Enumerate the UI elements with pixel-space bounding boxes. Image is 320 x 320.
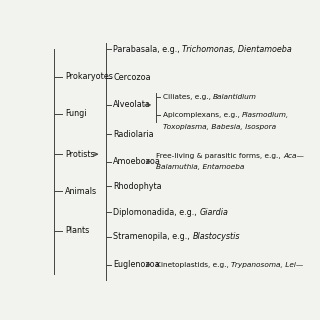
Text: Aca—: Aca—	[283, 153, 304, 159]
Text: Diplomonadida, e.g.,: Diplomonadida, e.g.,	[113, 208, 199, 217]
Text: Prokaryotes: Prokaryotes	[65, 72, 113, 81]
Text: Ciliates, e.g.,: Ciliates, e.g.,	[163, 94, 213, 100]
Text: Apicomplexans, e.g.,: Apicomplexans, e.g.,	[163, 112, 242, 118]
Text: Animals: Animals	[65, 187, 97, 196]
Text: Trypanosoma, Lei—: Trypanosoma, Lei—	[231, 261, 303, 268]
Text: Free-living & parasitic forms, e.g.,: Free-living & parasitic forms, e.g.,	[156, 153, 283, 159]
Text: Fungi: Fungi	[65, 109, 86, 118]
Text: Stramenopila, e.g.,: Stramenopila, e.g.,	[113, 232, 192, 241]
Text: Plasmodium,: Plasmodium,	[242, 112, 289, 118]
Text: Rhodophyta: Rhodophyta	[113, 182, 162, 191]
Text: Trichomonas, Dientamoeba: Trichomonas, Dientamoeba	[182, 45, 292, 54]
Text: Toxoplasma, Babesia, Isospora: Toxoplasma, Babesia, Isospora	[163, 124, 276, 130]
Text: Balamuthia, Entamoeba: Balamuthia, Entamoeba	[156, 164, 244, 170]
Text: Plants: Plants	[65, 226, 89, 235]
Text: Kinetoplastids, e.g.,: Kinetoplastids, e.g.,	[156, 261, 231, 268]
Text: Giardia: Giardia	[199, 208, 228, 217]
Text: Amoebozoa: Amoebozoa	[113, 157, 161, 166]
Text: Parabasala, e.g.,: Parabasala, e.g.,	[113, 45, 182, 54]
Text: Balantidium: Balantidium	[213, 94, 257, 100]
Text: Protists: Protists	[65, 150, 94, 159]
Text: Alveolata: Alveolata	[113, 100, 151, 109]
Text: Euglenozoa: Euglenozoa	[113, 260, 160, 269]
Text: Blastocystis: Blastocystis	[192, 232, 240, 241]
Text: Radiolaria: Radiolaria	[113, 130, 154, 139]
Text: Cercozoa: Cercozoa	[113, 73, 151, 82]
